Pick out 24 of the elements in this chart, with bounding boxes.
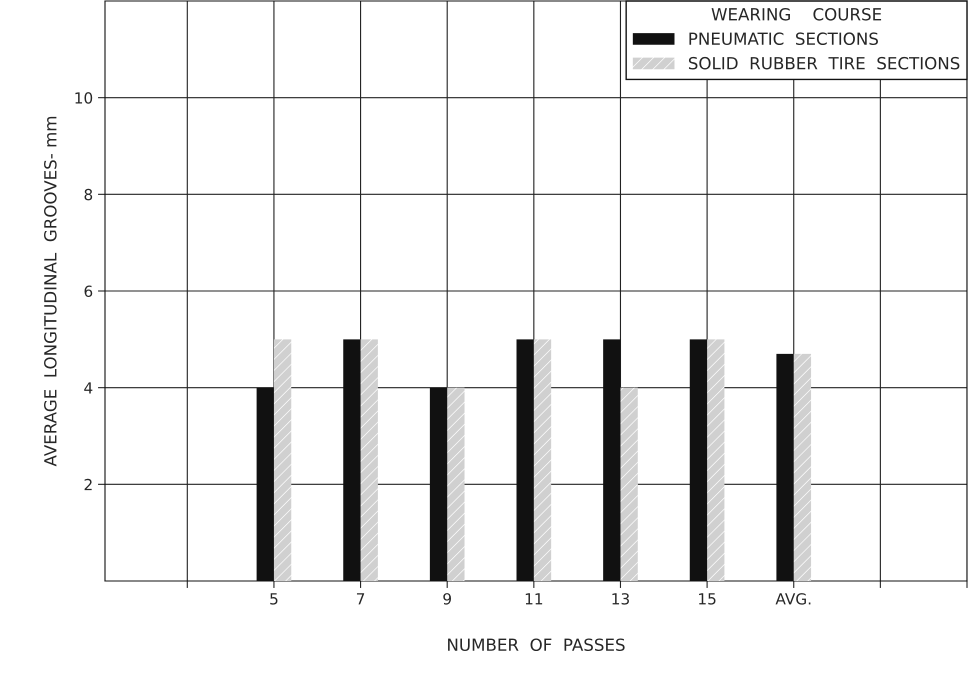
x-tick-label: 11: [526, 593, 542, 604]
legend-label: PNEUMATIC SECTIONS: [689, 32, 878, 46]
y-tick-label: 2: [84, 478, 92, 490]
x-tick-label: 15: [699, 593, 716, 605]
y-tick-label: 6: [84, 285, 92, 298]
y-tick-label: 8: [84, 188, 92, 200]
y-tick-label: 4: [84, 382, 92, 394]
bar: [794, 354, 812, 581]
x-axis-title: NUMBER OF PASSES: [448, 638, 625, 652]
x-tick-label: AVG.: [776, 593, 810, 605]
y-axis-title: AVERAGE LONGITUDINAL GROOVES- mm: [44, 116, 57, 466]
legend-label: SOLID RUBBER TIRE SECTIONS: [688, 56, 960, 70]
x-tick-label: 13: [612, 593, 629, 605]
bar: [360, 339, 378, 581]
bar: [447, 388, 465, 581]
y-tick-label: 10: [75, 92, 92, 104]
bar: [274, 339, 292, 581]
bar: [620, 388, 638, 581]
bar: [707, 339, 724, 581]
x-tick-label: 9: [443, 593, 451, 605]
x-tick-label: 7: [356, 593, 364, 604]
x-tick-label: 5: [270, 593, 278, 605]
bar: [534, 339, 552, 581]
legend-title: WEARING COURSE: [712, 8, 882, 21]
